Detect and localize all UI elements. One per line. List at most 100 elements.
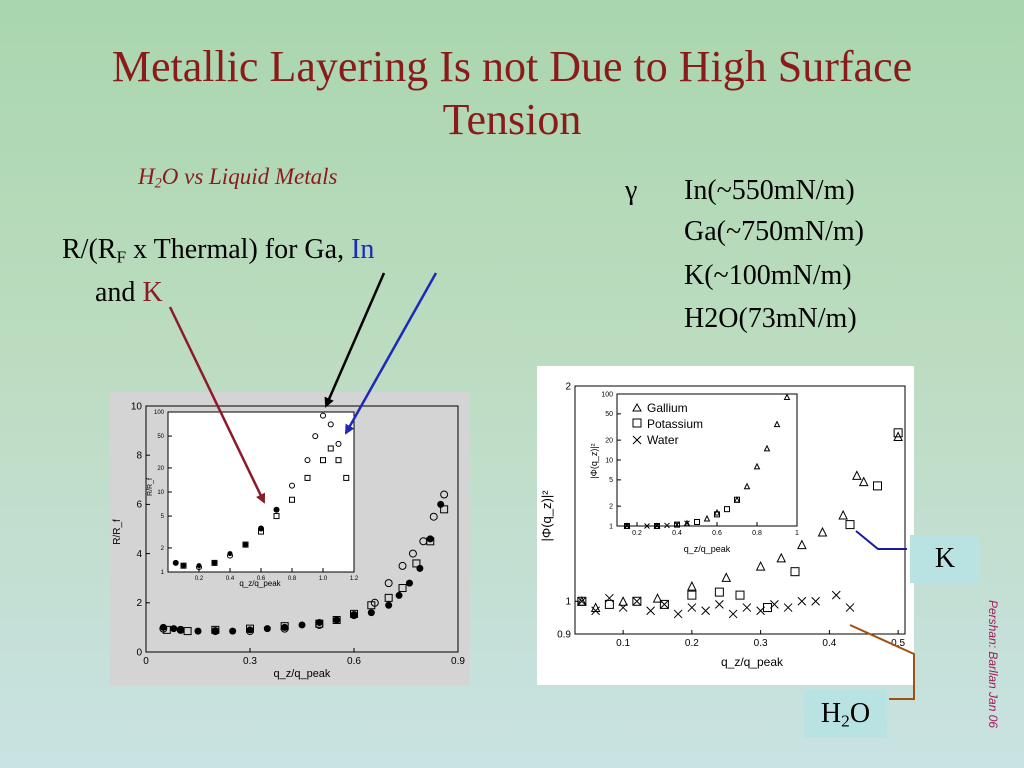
caption-sub-f: F xyxy=(116,247,127,267)
gamma-symbol: γ xyxy=(625,175,638,206)
left-main-y-tick-label: 8 xyxy=(136,451,142,462)
left-main-data-point xyxy=(350,611,358,620)
left-main-data-point xyxy=(384,593,393,602)
left-main-data-point xyxy=(398,561,407,570)
left-inset-data-point xyxy=(212,560,217,566)
right-inset-y-tick-label: 50 xyxy=(605,411,613,418)
right-main-data-point xyxy=(756,606,765,616)
left-inset-data-point xyxy=(258,525,264,532)
left-inset-data-point xyxy=(289,496,295,503)
right-inset-data-point xyxy=(773,420,781,428)
subtitle-h: H xyxy=(138,164,155,189)
left-inset-data-point xyxy=(273,513,280,520)
left-inset-data-point xyxy=(258,525,264,531)
right-main-data-point xyxy=(590,602,601,613)
right-inset-data-point xyxy=(724,506,730,513)
right-main-data-point xyxy=(577,596,587,606)
right-inset-data-point xyxy=(654,523,660,529)
right-ylabel: |Φ(q_z)|² xyxy=(539,490,554,542)
legend-water-marker xyxy=(632,435,642,445)
left-main-data-point xyxy=(280,624,289,633)
left-main-data-point xyxy=(384,579,393,588)
h2o-sub: 2 xyxy=(841,711,850,731)
left-inset-y-tick-label: 2 xyxy=(161,546,165,552)
left-inset-x-tick-label: 0.8 xyxy=(288,576,297,582)
left-inset-x-tick-label: 1.2 xyxy=(350,576,359,582)
left-main-data-point xyxy=(194,627,202,635)
surface-tension-block: γ In(~550mN/m) Ga(~750mN/m) K(~100mN/m) … xyxy=(622,174,942,344)
right-main-data-point xyxy=(646,606,655,616)
right-inset-data-point xyxy=(694,518,700,525)
right-main-data-point xyxy=(659,599,669,609)
caption-part-a: R/(R xyxy=(62,234,117,265)
right-main-x-tick-label: 0.4 xyxy=(822,638,836,649)
left-main-data-point xyxy=(408,549,417,558)
right-inset-data-point xyxy=(644,523,650,529)
right-inset-data-point xyxy=(783,393,791,401)
right-main-data-point xyxy=(845,603,855,612)
right-inset-data-point xyxy=(674,521,680,528)
caption-k: K xyxy=(142,277,163,308)
right-main-data-point xyxy=(714,587,724,597)
subtitle: H2O vs Liquid Metals xyxy=(138,163,338,191)
right-inset-data-point xyxy=(624,523,630,529)
k-pointer-line xyxy=(855,530,907,550)
left-main-y-tick-label: 6 xyxy=(136,500,142,511)
legend-gallium-label: Gallium xyxy=(647,401,688,415)
left-xlabel: q_z/q_peak xyxy=(274,668,331,680)
right-main-data-point xyxy=(790,567,800,577)
left-main-data-point xyxy=(395,591,403,599)
right-main-data-point xyxy=(605,593,614,603)
k-arrow xyxy=(168,306,266,504)
left-inset-data-point xyxy=(258,528,264,535)
right-main-data-point xyxy=(604,599,614,609)
left-inset-data-point xyxy=(335,440,342,447)
left-main-data-point xyxy=(385,601,393,609)
ga-arrow xyxy=(324,272,386,408)
right-main-data-point xyxy=(735,590,745,600)
left-main-y-tick-label: 4 xyxy=(136,549,142,560)
right-main-data-point xyxy=(783,603,793,612)
right-main-data-point xyxy=(715,600,724,609)
left-inset-data-point xyxy=(173,560,179,566)
right-inset-ylabel: |Φ(q_z)|² xyxy=(589,443,599,478)
left-inset-data-point xyxy=(273,506,280,513)
right-inset-data-point xyxy=(763,444,771,452)
left-inset-y-tick-label: 50 xyxy=(157,434,164,440)
right-main-data-point xyxy=(591,606,600,616)
right-main-data-point xyxy=(852,470,862,480)
left-inset-x-tick-label: 0.6 xyxy=(257,576,266,582)
right-main-data-point xyxy=(618,596,628,606)
right-inset-x-tick-label: 0.4 xyxy=(672,530,682,537)
right-xlabel: q_z/q_peak xyxy=(721,655,784,669)
right-main-data-point xyxy=(742,603,752,612)
right-main-data-point xyxy=(652,593,663,603)
right-main-data-point xyxy=(845,520,855,530)
left-inset-y-tick-label: 20 xyxy=(157,466,164,472)
left-inset-data-point xyxy=(196,564,202,571)
left-inset-x-tick-label: 0.4 xyxy=(226,576,235,582)
left-inset-x-tick-label: 1.0 xyxy=(319,576,328,582)
right-inset-x-tick-label: 0.2 xyxy=(632,530,642,537)
left-inset-data-point xyxy=(320,412,326,419)
right-main-data-point xyxy=(873,481,882,491)
right-main-data-point xyxy=(893,428,903,438)
left-inset-data-point xyxy=(335,457,342,464)
left-main-data-point xyxy=(211,627,220,636)
right-inset-data-point xyxy=(674,521,680,528)
left-inset-data-point xyxy=(211,559,218,566)
right-inset-xlabel: q_z/q_peak xyxy=(684,544,731,554)
right-main-data-point xyxy=(797,539,807,550)
left-inset-data-point xyxy=(227,552,233,559)
right-inset-ticks: 0.2 0.4 0.6 0.8 1 1 2 5 10 20 50 100 xyxy=(601,391,799,537)
h2o-callout: H2O xyxy=(804,690,887,738)
right-inset-y-tick-label: 1 xyxy=(609,523,613,530)
left-main-data-point xyxy=(370,598,379,607)
left-inset-data-point xyxy=(343,474,350,481)
right-inset-data-point xyxy=(654,523,660,529)
left-inset-y-tick-label: 1 xyxy=(161,570,165,576)
left-inset-data-point xyxy=(242,541,249,548)
left-inset-ylabel: R/R_f xyxy=(147,478,154,496)
